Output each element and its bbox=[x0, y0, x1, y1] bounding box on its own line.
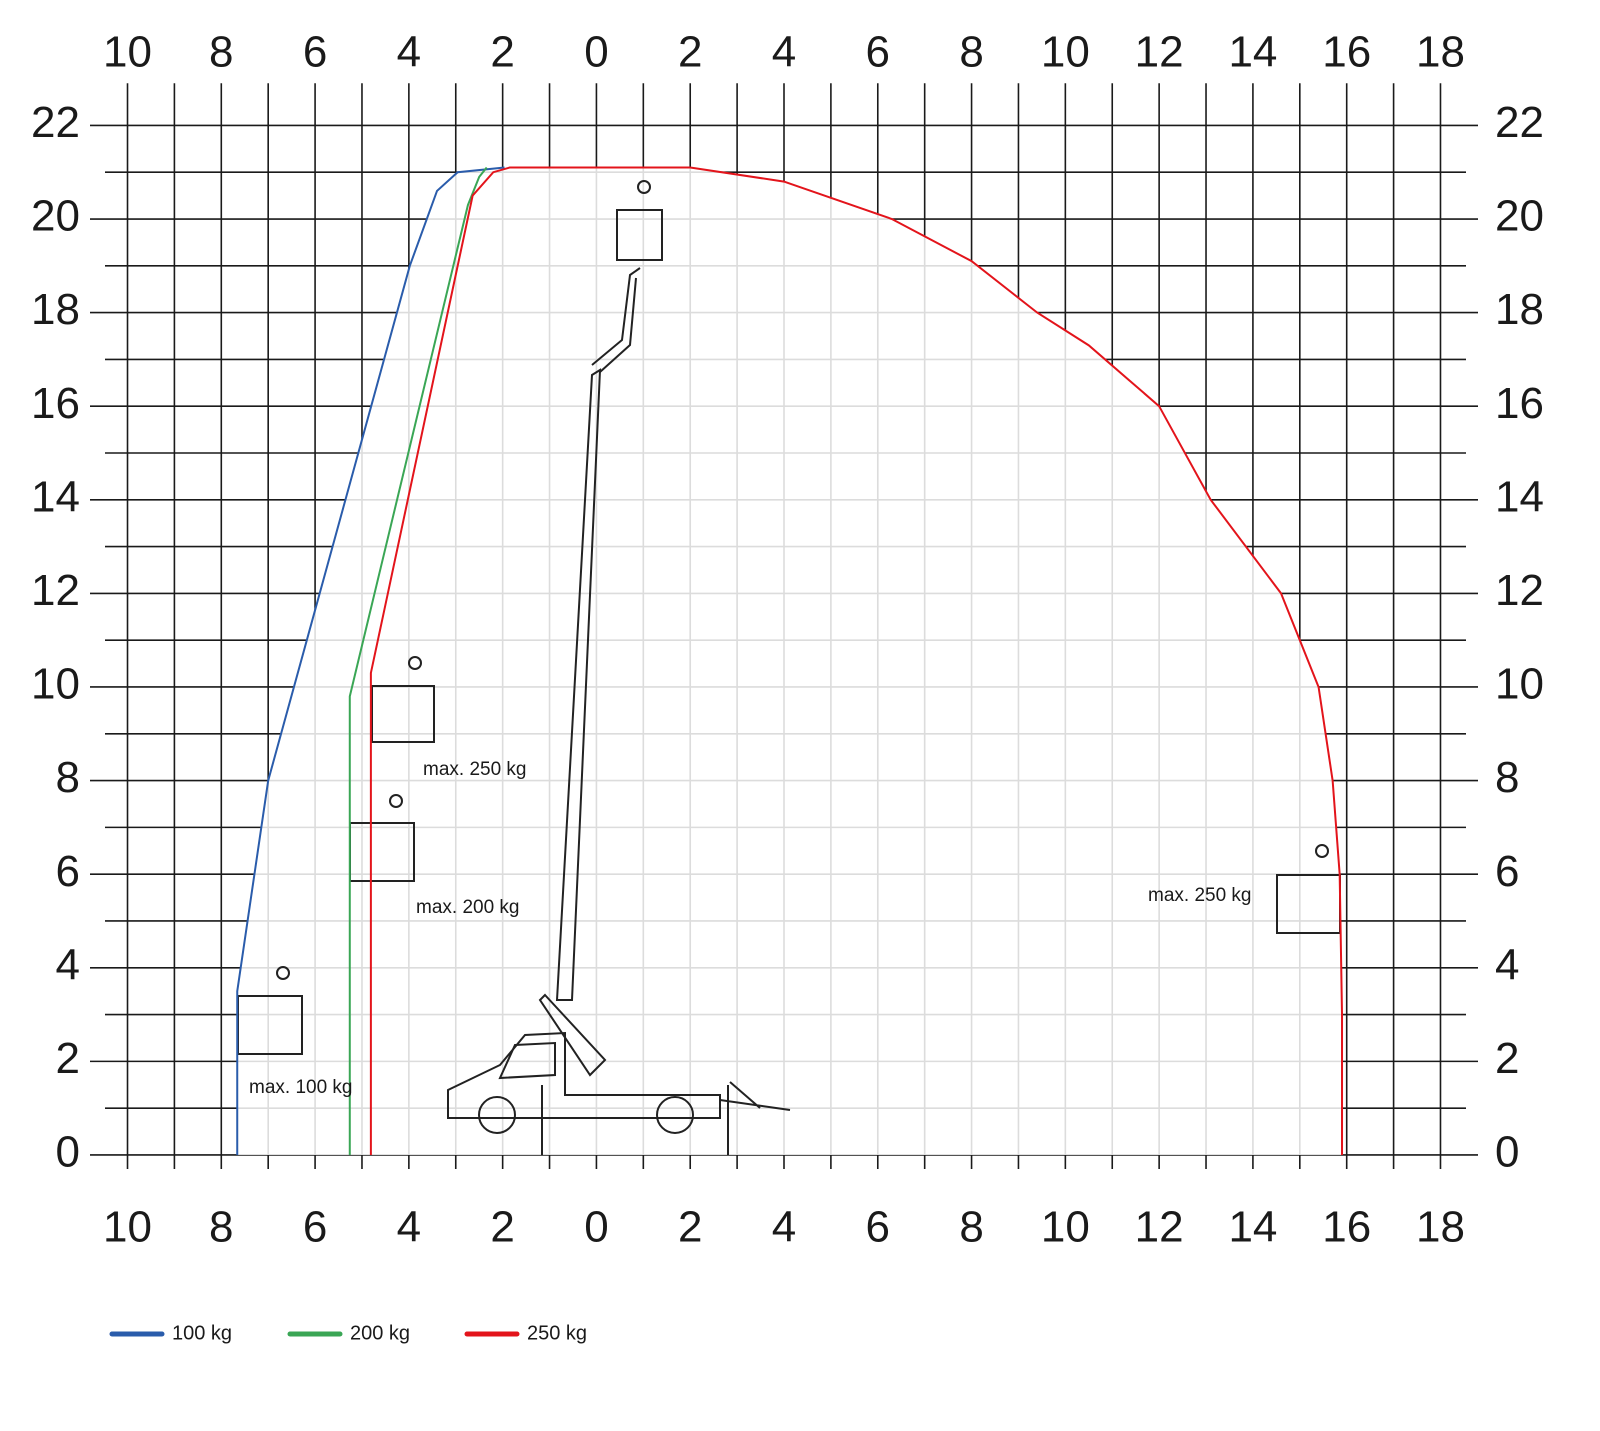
x-tick-label: 10 bbox=[1041, 1203, 1090, 1252]
annotation: max. 100 kg bbox=[249, 1077, 353, 1098]
y-tick-label: 0 bbox=[56, 1128, 80, 1177]
y-tick-label: 8 bbox=[1495, 753, 1519, 802]
x-tick-label: 14 bbox=[1228, 1203, 1277, 1252]
x-tick-label: 2 bbox=[678, 1203, 702, 1252]
y-tick-label: 14 bbox=[31, 472, 80, 521]
y-tick-label: 10 bbox=[31, 660, 80, 709]
legend-label: 200 kg bbox=[350, 1322, 410, 1344]
y-tick-label: 20 bbox=[31, 192, 80, 241]
y-tick-label: 4 bbox=[1495, 940, 1519, 989]
x-tick-label: 6 bbox=[866, 1203, 890, 1252]
x-tick-label: 4 bbox=[772, 1203, 796, 1252]
x-tick-label: 10 bbox=[103, 28, 152, 77]
x-tick-label: 14 bbox=[1228, 28, 1277, 77]
x-tick-label: 0 bbox=[584, 28, 608, 77]
y-tick-label: 12 bbox=[31, 566, 80, 615]
y-tick-label: 4 bbox=[56, 940, 80, 989]
x-tick-label: 0 bbox=[584, 1203, 608, 1252]
x-tick-label: 18 bbox=[1416, 1203, 1465, 1252]
y-tick-label: 16 bbox=[1495, 379, 1544, 428]
y-tick-label: 18 bbox=[31, 285, 80, 334]
x-tick-label: 6 bbox=[303, 1203, 327, 1252]
x-tick-label: 6 bbox=[303, 28, 327, 77]
x-tick-label: 8 bbox=[959, 1203, 983, 1252]
y-tick-label: 14 bbox=[1495, 472, 1544, 521]
legend-label: 100 kg bbox=[172, 1322, 232, 1344]
x-tick-label: 8 bbox=[959, 28, 983, 77]
illustration bbox=[237, 180, 1341, 1155]
series-line bbox=[369, 166, 1344, 1155]
x-tick-label: 18 bbox=[1416, 28, 1465, 77]
x-tick-label: 4 bbox=[397, 1203, 421, 1252]
tick-labels: 1010886644220022446688101012121414161618… bbox=[31, 28, 1544, 1252]
annotation: max. 250 kg bbox=[1148, 885, 1252, 906]
y-tick-label: 18 bbox=[1495, 285, 1544, 334]
y-tick-label: 2 bbox=[1495, 1034, 1519, 1083]
x-tick-label: 6 bbox=[866, 28, 890, 77]
y-tick-label: 6 bbox=[1495, 847, 1519, 896]
x-tick-label: 10 bbox=[103, 1203, 152, 1252]
x-tick-label: 16 bbox=[1322, 1203, 1371, 1252]
y-tick-label: 0 bbox=[1495, 1128, 1519, 1177]
y-tick-label: 16 bbox=[31, 379, 80, 428]
series-line bbox=[348, 166, 488, 1155]
series bbox=[236, 166, 1344, 1155]
y-tick-label: 2 bbox=[56, 1034, 80, 1083]
y-tick-label: 6 bbox=[56, 847, 80, 896]
x-tick-label: 2 bbox=[678, 28, 702, 77]
x-tick-label: 4 bbox=[397, 28, 421, 77]
x-tick-label: 4 bbox=[772, 28, 796, 77]
y-tick-label: 22 bbox=[1495, 98, 1544, 147]
y-tick-label: 12 bbox=[1495, 566, 1544, 615]
y-tick-label: 22 bbox=[31, 98, 80, 147]
x-tick-label: 8 bbox=[209, 1203, 233, 1252]
annotation: max. 200 kg bbox=[416, 897, 520, 918]
legend: 100 kg 200 kg 250 kg bbox=[109, 1322, 587, 1344]
x-tick-label: 12 bbox=[1135, 28, 1184, 77]
series-line bbox=[236, 166, 505, 1155]
y-tick-label: 20 bbox=[1495, 192, 1544, 241]
y-tick-label: 10 bbox=[1495, 660, 1544, 709]
x-tick-label: 2 bbox=[490, 1203, 514, 1252]
annotation: max. 250 kg bbox=[423, 759, 527, 780]
y-tick-label: 8 bbox=[56, 753, 80, 802]
x-tick-label: 10 bbox=[1041, 28, 1090, 77]
x-tick-label: 8 bbox=[209, 28, 233, 77]
x-tick-label: 12 bbox=[1135, 1203, 1184, 1252]
x-tick-label: 2 bbox=[490, 28, 514, 77]
x-tick-label: 16 bbox=[1322, 28, 1371, 77]
legend-label: 250 kg bbox=[527, 1322, 587, 1344]
